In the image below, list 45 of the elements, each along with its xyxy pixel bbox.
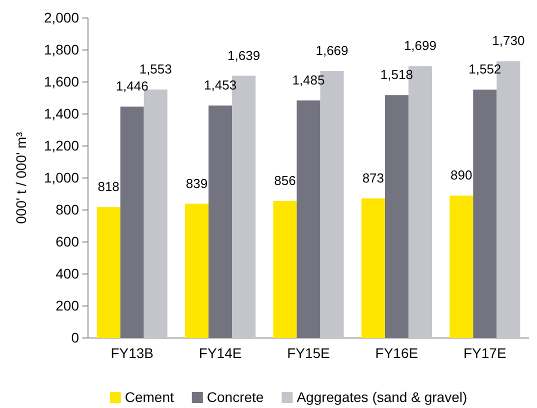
x-tick-label: FY16E bbox=[375, 344, 418, 361]
bar bbox=[96, 207, 120, 338]
data-label: 839 bbox=[186, 176, 208, 191]
bar bbox=[473, 90, 497, 338]
bar bbox=[208, 106, 232, 338]
data-label: 1,485 bbox=[292, 72, 325, 88]
y-tick-label: 1,400 bbox=[44, 105, 80, 122]
data-label: 1,453 bbox=[204, 78, 237, 93]
bar bbox=[185, 204, 209, 338]
data-label: 1,669 bbox=[316, 42, 348, 58]
y-tick-label: 400 bbox=[56, 265, 80, 282]
data-label: 1,518 bbox=[380, 67, 413, 82]
data-label: 856 bbox=[274, 173, 296, 188]
data-label: 890 bbox=[450, 168, 472, 183]
x-tick-label: FY14E bbox=[198, 344, 242, 361]
y-tick-label: 800 bbox=[56, 201, 80, 218]
y-tick-label: 1,200 bbox=[44, 137, 80, 154]
data-label: 1,699 bbox=[404, 38, 436, 54]
y-tick-label: 600 bbox=[56, 233, 80, 250]
y-tick-label: 200 bbox=[56, 297, 80, 314]
data-label: 1,552 bbox=[468, 62, 502, 77]
legend-label: Cement bbox=[124, 389, 174, 405]
data-label: 1,446 bbox=[116, 78, 148, 94]
x-tick-label: FY17E bbox=[463, 344, 506, 361]
bar bbox=[450, 196, 474, 338]
bar bbox=[120, 106, 144, 338]
y-tick-label: 0 bbox=[71, 329, 80, 346]
bar bbox=[384, 95, 408, 338]
bar bbox=[273, 201, 297, 338]
data-label: 1,553 bbox=[139, 62, 172, 77]
bar bbox=[296, 100, 320, 338]
data-label: 873 bbox=[362, 170, 384, 186]
legend-label: Concrete bbox=[206, 389, 264, 405]
x-tick-label: FY15E bbox=[287, 344, 330, 361]
data-label: 1,730 bbox=[492, 33, 525, 48]
y-tick-label: 1,600 bbox=[44, 73, 80, 90]
legend-label: Aggregates (sand & gravel) bbox=[296, 389, 468, 405]
y-tick-label: 1,000 bbox=[44, 169, 80, 186]
y-tick-label: 2,000 bbox=[44, 9, 80, 26]
x-tick-label: FY13B bbox=[110, 344, 154, 361]
data-label: 1,639 bbox=[228, 48, 260, 63]
y-axis-title: 000' t / 000' m³ bbox=[13, 132, 29, 224]
bar bbox=[361, 198, 385, 338]
y-tick-label: 1,800 bbox=[44, 41, 80, 58]
data-label: 818 bbox=[98, 179, 120, 194]
